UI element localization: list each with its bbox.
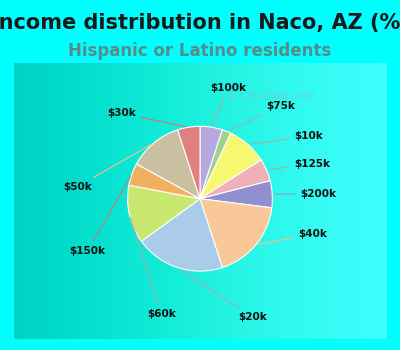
Text: $60k: $60k <box>130 217 176 319</box>
Wedge shape <box>129 164 200 199</box>
Wedge shape <box>200 126 222 199</box>
Wedge shape <box>128 185 200 241</box>
Text: $200k: $200k <box>275 189 337 199</box>
Text: © City-Data.com: © City-Data.com <box>226 91 313 101</box>
Wedge shape <box>200 160 270 199</box>
Text: $150k: $150k <box>69 177 130 256</box>
Text: $75k: $75k <box>229 101 295 130</box>
Wedge shape <box>178 126 200 199</box>
Wedge shape <box>200 181 272 208</box>
Text: $50k: $50k <box>63 144 152 192</box>
Text: $100k: $100k <box>210 83 246 125</box>
Text: $30k: $30k <box>107 108 186 127</box>
Wedge shape <box>200 130 231 199</box>
Wedge shape <box>142 199 222 271</box>
Text: $40k: $40k <box>258 229 327 244</box>
Wedge shape <box>200 199 272 268</box>
Text: Hispanic or Latino residents: Hispanic or Latino residents <box>68 42 332 60</box>
Text: $125k: $125k <box>269 159 331 170</box>
Text: $10k: $10k <box>251 131 323 144</box>
Wedge shape <box>136 130 200 199</box>
Text: $20k: $20k <box>180 269 267 322</box>
Wedge shape <box>200 133 261 199</box>
Text: Income distribution in Naco, AZ (%): Income distribution in Naco, AZ (%) <box>0 13 400 33</box>
